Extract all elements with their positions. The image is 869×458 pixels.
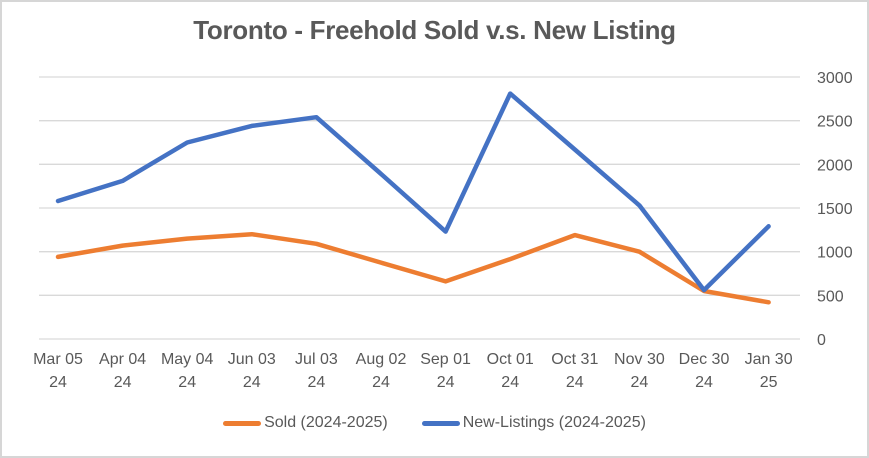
x-axis-tick-label: Nov 30 [614, 351, 665, 368]
y-axis-tick-label: 1000 [817, 245, 853, 262]
x-axis-tick-year-label: 24 [372, 374, 390, 391]
x-axis-tick-label: Dec 30 [679, 351, 730, 368]
sold-line-marker-icon [223, 420, 262, 426]
chart-legend: Sold (2024-2025) New-Listings (2024-2025… [2, 414, 867, 432]
x-axis-tick-label: Apr 04 [99, 351, 146, 368]
series-line-sold [55, 231, 771, 305]
legend-item-sold: Sold (2024-2025) [223, 414, 388, 432]
chart-title: Toronto - Freehold Sold v.s. New Listing [193, 15, 676, 45]
x-axis-tick-year-label: 24 [308, 374, 326, 391]
y-axis-tick-label: 1500 [817, 201, 853, 218]
x-axis-tick-label: Mar 05 [33, 351, 83, 368]
y-axis-tick-label: 2500 [817, 114, 853, 131]
x-axis-tick-label: Oct 31 [551, 351, 598, 368]
x-axis-tick-year-label: 24 [243, 374, 261, 391]
y-axis-tick-label: 3000 [817, 70, 853, 87]
new-listings-line-marker-icon [421, 420, 460, 426]
y-axis-tick-label: 2000 [817, 157, 853, 174]
x-axis-tick-year-label: 24 [178, 374, 196, 391]
x-axis-tick-label: May 04 [161, 351, 214, 368]
x-axis-tick-year-label: 24 [695, 374, 713, 391]
y-axis-tick-label: 500 [817, 288, 844, 305]
x-axis-tick-label: Oct 01 [487, 351, 534, 368]
x-axis-tick-year-label: 24 [631, 374, 649, 391]
x-axis-tick-label: Sep 01 [420, 351, 471, 368]
x-axis-tick-year-label: 24 [566, 374, 584, 391]
legend-item-new-listings: New-Listings (2024-2025) [421, 414, 646, 432]
legend-label-sold: Sold (2024-2025) [264, 414, 388, 431]
y-axis-tick-label: 0 [817, 332, 826, 349]
x-axis-tick-label: Jun 03 [228, 351, 276, 368]
x-axis-tick-label: Aug 02 [356, 351, 407, 368]
x-axis-tick-year-label: 24 [49, 374, 67, 391]
x-axis-tick-year-label: 24 [114, 374, 132, 391]
x-axis-tick-label: Jan 30 [745, 351, 793, 368]
x-axis-tick-year-label: 24 [437, 374, 455, 391]
series-line-new-listings [55, 91, 771, 293]
x-axis-tick-label: Jul 03 [295, 351, 338, 368]
legend-label-new-listings: New-Listings (2024-2025) [462, 414, 646, 431]
x-axis-tick-year-label: 24 [501, 374, 519, 391]
x-axis-tick-year-label: 25 [760, 374, 778, 391]
